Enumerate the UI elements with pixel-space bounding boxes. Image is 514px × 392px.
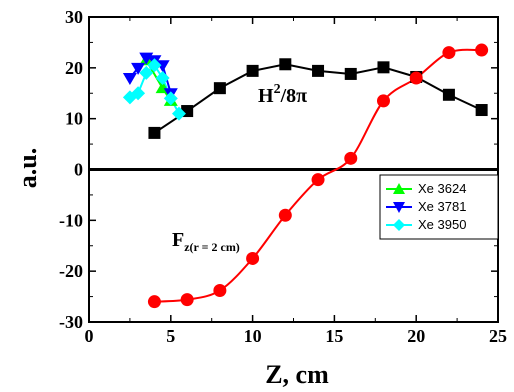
data-point-h2 [344, 67, 357, 80]
x-tick-label: 15 [325, 326, 343, 346]
data-point-xe3950 [139, 65, 154, 80]
y-tick-label: 20 [65, 58, 83, 78]
axis-ticks [88, 16, 499, 323]
x-tick-label: 25 [489, 326, 507, 346]
data-point-xe3950 [155, 71, 170, 85]
legend-swatch-marker [393, 183, 405, 194]
y-tick-label: -30 [59, 312, 83, 332]
data-point-h2 [475, 104, 488, 117]
x-tick-label: 20 [407, 326, 425, 346]
y-tick-label: -20 [59, 261, 83, 281]
x-tick-label: 5 [166, 326, 175, 346]
data-point-fz [475, 43, 489, 57]
y-tick-label: 0 [74, 160, 83, 180]
data-point-fz [409, 71, 423, 85]
h2-annotation-tail: /8π [280, 85, 308, 107]
y-tick-label: -10 [59, 210, 83, 230]
legend: Xe 3624 Xe 3781 Xe 3950 [379, 174, 499, 240]
series-markers [122, 43, 489, 309]
data-point-fz [376, 94, 390, 108]
legend-label-xe3950: Xe 3950 [418, 217, 466, 232]
legend-swatch-marker [393, 219, 405, 231]
h2-annotation: H2/8π [258, 82, 307, 107]
data-point-h2 [246, 64, 259, 77]
data-point-fz [311, 173, 325, 187]
fz-annotation: Fz(r = 2 cm) [172, 229, 240, 254]
data-point-fz [213, 283, 227, 297]
h2-annotation-sup: 2 [274, 82, 281, 97]
tick-labels: 0 5 10 15 20 25 -30 -20 -10 0 10 20 30 [59, 7, 507, 346]
data-point-h2 [442, 88, 455, 101]
data-point-h2 [312, 64, 325, 77]
legend-label-xe3781: Xe 3781 [418, 199, 466, 214]
legend-item-xe3781: Xe 3781 [386, 199, 466, 214]
legend-label-xe3624: Xe 3624 [418, 181, 466, 196]
y-tick-label: 30 [65, 7, 83, 27]
data-point-fz [442, 46, 456, 60]
fz-annotation-main: F [172, 229, 184, 251]
data-point-h2 [279, 58, 292, 71]
y-tick-label: 10 [65, 109, 83, 129]
data-point-h2 [377, 61, 390, 74]
data-point-xe3781 [131, 62, 146, 75]
data-point-h2 [213, 82, 226, 95]
fz-annotation-sub: z(r = 2 cm) [184, 240, 240, 254]
data-point-fz [180, 293, 194, 307]
data-point-fz [246, 251, 260, 265]
data-point-xe3950 [147, 58, 162, 73]
h2-annotation-main: H [258, 85, 274, 107]
legend-item-xe3950: Xe 3950 [386, 217, 466, 232]
legend-swatch-marker [393, 202, 405, 213]
legend-item-xe3624: Xe 3624 [386, 181, 466, 196]
data-point-xe3950 [163, 91, 178, 106]
data-point-xe3950 [171, 106, 186, 121]
data-point-fz [278, 208, 292, 222]
data-point-fz [344, 151, 358, 165]
x-axis-label: Z, cm [265, 360, 329, 389]
data-point-h2 [148, 126, 161, 139]
data-point-fz [147, 295, 161, 309]
x-tick-label: 0 [85, 326, 94, 346]
x-tick-label: 10 [244, 326, 262, 346]
data-point-xe3781 [122, 73, 137, 85]
data-point-xe3950 [131, 86, 146, 101]
y-axis-label: a.u. [13, 148, 42, 188]
